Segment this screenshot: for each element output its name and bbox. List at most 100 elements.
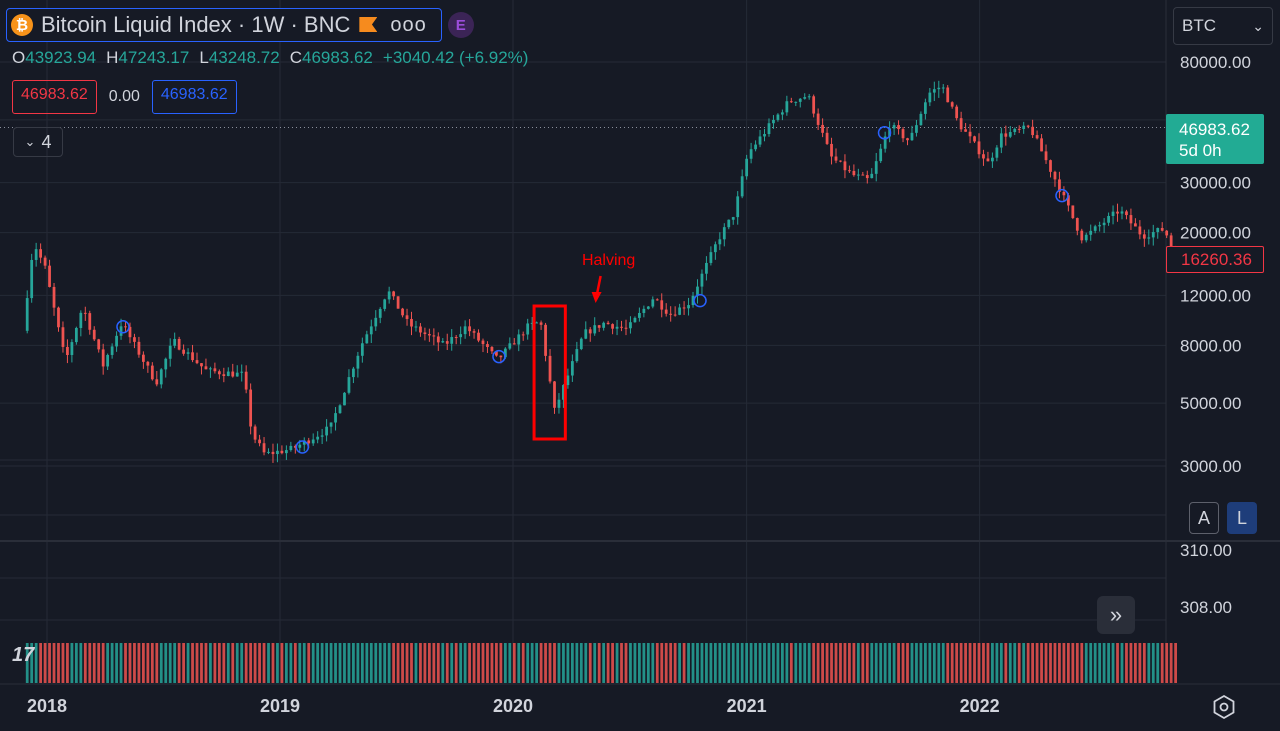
lower-pane-bar	[928, 643, 932, 683]
lower-pane-bar	[615, 643, 619, 683]
signal-marker	[693, 293, 707, 308]
lower-pane-bar	[142, 643, 145, 683]
candle	[1053, 171, 1057, 180]
flag-icon[interactable]	[358, 15, 378, 35]
lower-pane-bar	[1017, 643, 1021, 683]
lower-pane-bar	[655, 643, 659, 683]
candle	[146, 361, 150, 366]
lower-pane-bar	[664, 643, 668, 683]
candle	[1080, 230, 1084, 241]
lower-pane-bar	[463, 643, 467, 683]
candle	[1120, 211, 1124, 214]
candle	[222, 374, 226, 377]
lower-pane-bar	[727, 643, 731, 683]
tradingview-logo-icon[interactable]: 17	[12, 644, 35, 666]
candle	[271, 451, 275, 455]
lower-pane-bar	[642, 643, 646, 683]
settings-gear-icon[interactable]	[1210, 693, 1238, 721]
candle	[713, 244, 717, 253]
lower-pane-bar	[436, 643, 440, 683]
candle	[669, 313, 673, 315]
candle	[620, 326, 623, 328]
lower-pane-bar	[329, 643, 333, 683]
lower-pane-bar	[821, 643, 824, 683]
candle	[298, 444, 302, 448]
log-scale-button[interactable]: L	[1227, 502, 1257, 534]
lower-pane-bar	[253, 643, 257, 683]
lower-pane-bar	[1031, 643, 1035, 683]
annotation-label: Halving	[582, 252, 635, 269]
candle	[1102, 222, 1106, 226]
signal-marker	[295, 440, 310, 454]
candle	[217, 371, 221, 375]
lower-pane-bar	[48, 643, 51, 683]
candle	[52, 286, 56, 308]
candle	[347, 377, 351, 393]
lower-pane-bar	[923, 643, 927, 683]
lower-pane-bar	[1107, 643, 1110, 683]
lower-pane-bar	[553, 643, 556, 683]
candle	[638, 312, 641, 318]
lower-pane-bar	[745, 643, 749, 683]
lower-pane-bar	[325, 643, 328, 683]
candle	[982, 154, 985, 159]
candle	[43, 257, 47, 266]
high-value: 47243.17	[118, 48, 190, 67]
candle	[48, 265, 51, 287]
candle	[548, 355, 552, 382]
lower-pane-bar	[1165, 643, 1169, 683]
candle	[1075, 218, 1079, 231]
auto-scale-button[interactable]: A	[1189, 502, 1219, 534]
lower-pane-bar	[696, 643, 699, 683]
candle	[70, 342, 74, 355]
candle	[1116, 211, 1119, 214]
lower-pane-bar	[781, 643, 784, 683]
candle	[302, 440, 306, 445]
lower-pane-bar	[445, 643, 449, 683]
candle	[124, 326, 127, 328]
candle	[986, 158, 990, 162]
lower-pane-bar	[39, 643, 43, 683]
candle	[736, 196, 740, 218]
candle	[463, 326, 467, 335]
candle	[253, 426, 257, 440]
lower-pane-bar	[168, 643, 172, 683]
candle	[910, 132, 914, 141]
events-badge[interactable]: E	[447, 12, 474, 38]
lower-pane-bar	[110, 643, 114, 683]
lower-pane-bar	[1084, 643, 1088, 683]
lower-pane-bar	[481, 643, 485, 683]
lower-pane-bar	[1151, 643, 1155, 683]
candle	[629, 322, 632, 329]
scroll-to-realtime-button[interactable]: »	[1097, 596, 1135, 634]
candle	[633, 317, 637, 323]
candle	[61, 327, 65, 347]
more-options-icon[interactable]: ooo	[390, 13, 427, 36]
lower-pane-bar	[302, 643, 306, 683]
candle	[848, 170, 851, 172]
x-tick-label: 2018	[27, 696, 67, 716]
candle	[481, 340, 485, 345]
lower-pane-bar	[173, 643, 177, 683]
candle	[427, 334, 431, 336]
candle	[83, 312, 87, 314]
lower-pane-bar	[794, 643, 798, 683]
currency-select[interactable]: BTC ⌄	[1173, 7, 1273, 45]
candle	[374, 317, 378, 327]
symbol-title-box[interactable]: ₿ Bitcoin Liquid Index · 1W · BNC ooo	[6, 8, 442, 42]
lower-pane-bar	[226, 643, 230, 683]
candle	[1071, 205, 1075, 219]
lower-pane-bar	[459, 643, 463, 683]
lower-pane-bar	[61, 643, 65, 683]
candle	[1134, 223, 1137, 227]
candle	[807, 96, 811, 98]
lower-pane-bar	[427, 643, 431, 683]
lower-pane-bar	[897, 643, 900, 683]
lower-pane-bar	[83, 643, 87, 683]
candle	[472, 331, 476, 333]
chevron-down-icon: ⌄	[24, 134, 36, 149]
collapse-indicators-button[interactable]: ⌄ 4	[13, 127, 63, 157]
lower-pane-bar	[991, 643, 994, 683]
last-price-label: 46983.62 5d 0h	[1166, 114, 1264, 164]
